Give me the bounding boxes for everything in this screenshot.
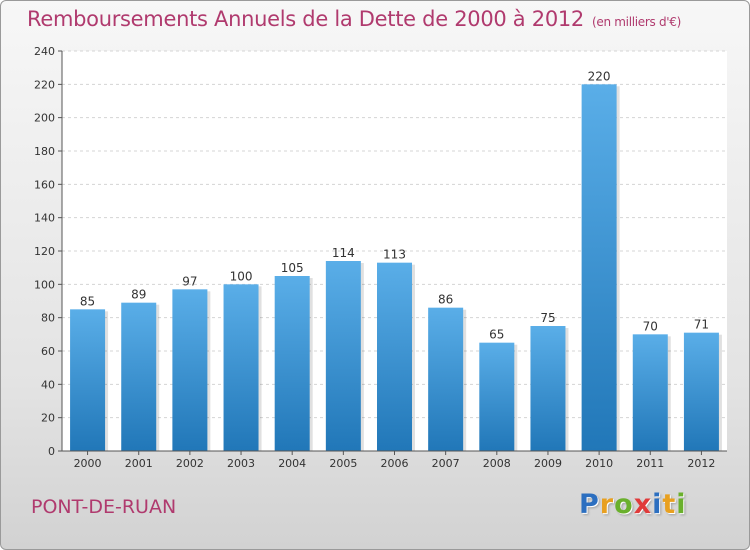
chart-title: Remboursements Annuels de la Dette de 20… — [27, 7, 681, 31]
y-tick-label: 20 — [41, 412, 55, 425]
y-tick-label: 40 — [41, 378, 55, 391]
bar-2012 — [683, 332, 719, 451]
data-label: 86 — [438, 293, 453, 307]
y-tick-label: 200 — [34, 112, 55, 125]
logo-letter: i — [652, 489, 663, 520]
x-tick-label: 2007 — [432, 457, 460, 470]
x-tick-label: 2010 — [585, 457, 613, 470]
chart-subtitle: (en milliers d'€) — [592, 15, 682, 29]
logo-letter: x — [633, 489, 653, 520]
x-tick-label: 2005 — [329, 457, 357, 470]
data-label: 100 — [230, 269, 253, 283]
bar-2005 — [325, 261, 361, 451]
bar-2003 — [223, 284, 259, 451]
bar-2009 — [530, 326, 566, 451]
axes: 0 20 40 60 80 100 120 140 160 180 200 220 240 2000 200… — [34, 45, 727, 470]
bar-2000 — [70, 309, 106, 451]
y-tick-label: 0 — [48, 445, 55, 458]
x-tick-label: 2003 — [227, 457, 255, 470]
bar-2004 — [274, 276, 310, 451]
x-tick-label: 2001 — [125, 457, 153, 470]
commune-name: PONT-DE-RUAN — [31, 496, 177, 518]
data-label: 220 — [588, 69, 611, 83]
data-label: 105 — [281, 261, 304, 275]
data-label: 85 — [80, 294, 95, 308]
bar-series: 85 89 97 100 105 114 113 86 65 75 220 70 71 — [70, 69, 722, 451]
bar-2010 — [581, 84, 617, 451]
bar-2001 — [121, 302, 157, 451]
data-label: 114 — [332, 246, 355, 260]
proxiti-logo: Proxiti — [579, 489, 699, 523]
y-tick-label: 180 — [34, 145, 55, 158]
logo-letter: P — [579, 489, 600, 520]
data-label: 70 — [643, 319, 658, 333]
x-tick-label: 2012 — [687, 457, 715, 470]
bar-2008 — [479, 342, 515, 451]
y-tick-label: 140 — [34, 212, 55, 225]
logo-letter: r — [599, 489, 615, 520]
data-label: 97 — [182, 274, 197, 288]
y-tick-label: 80 — [41, 312, 55, 325]
bar-2002 — [172, 289, 208, 451]
x-tick-label: 2006 — [381, 457, 409, 470]
y-tick-label: 100 — [34, 278, 55, 291]
logo-letter: t — [662, 489, 677, 520]
data-label: 71 — [694, 318, 709, 332]
bar-2007 — [428, 307, 464, 451]
logo-letter: o — [614, 489, 634, 520]
data-label: 65 — [489, 328, 504, 342]
x-tick-label: 2009 — [534, 457, 562, 470]
bar-2006 — [377, 262, 412, 451]
data-label: 113 — [383, 248, 406, 262]
bar-2011 — [632, 334, 668, 451]
x-tick-label: 2004 — [278, 457, 306, 470]
x-tick-label: 2011 — [636, 457, 664, 470]
y-tick-label: 120 — [34, 245, 55, 258]
data-label: 89 — [131, 288, 146, 302]
data-label: 75 — [540, 311, 555, 325]
x-tick-label: 2002 — [176, 457, 204, 470]
y-tick-label: 60 — [41, 345, 55, 358]
y-tick-label: 160 — [34, 178, 55, 191]
x-tick-label: 2000 — [74, 457, 102, 470]
y-tick-label: 240 — [34, 45, 55, 58]
x-tick-label: 2008 — [483, 457, 511, 470]
y-tick-label: 220 — [34, 78, 55, 91]
logo-letter: i — [676, 489, 687, 520]
chart-title-text: Remboursements Annuels de la Dette de 20… — [27, 7, 584, 31]
